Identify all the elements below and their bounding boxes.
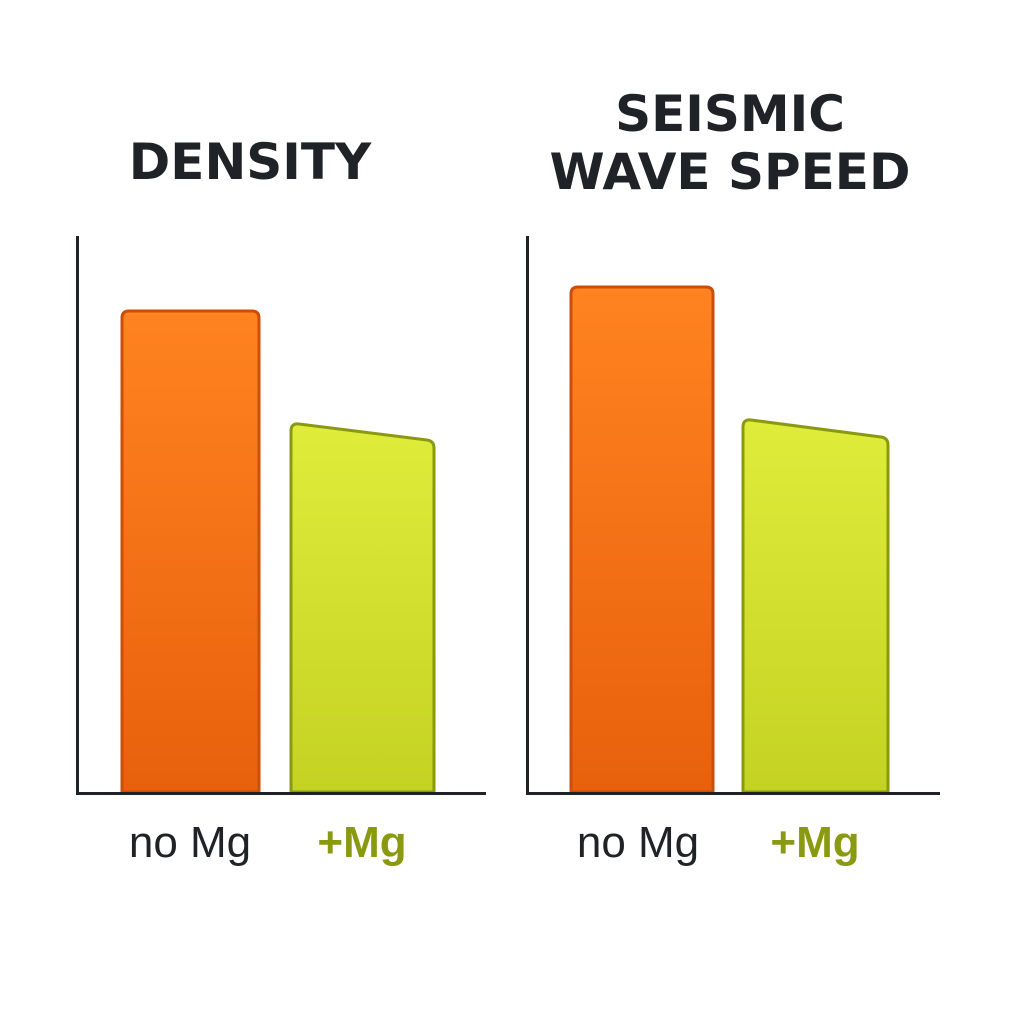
density-label-no-mg: no Mg (128, 818, 252, 867)
density-x-axis-overlay (76, 792, 486, 795)
seismic-x-axis (526, 792, 940, 795)
density-bar-mg (289, 422, 436, 794)
seismic-bar-no-mg (569, 285, 715, 794)
density-y-axis (76, 236, 79, 795)
density-bar-no-mg (120, 309, 261, 794)
seismic-y-axis (526, 236, 529, 795)
seismic-title-line2: WAVE SPEED (549, 143, 911, 201)
density-chart-title: DENSITY (128, 133, 372, 191)
seismic-chart-title: SEISMIC WAVE SPEED (500, 85, 960, 201)
seismic-label-mg: +Mg (770, 818, 860, 867)
seismic-title-line1: SEISMIC (615, 85, 845, 143)
seismic-label-no-mg: no Mg (576, 818, 700, 867)
seismic-bar-mg (741, 418, 890, 794)
density-label-mg: +Mg (317, 818, 407, 867)
